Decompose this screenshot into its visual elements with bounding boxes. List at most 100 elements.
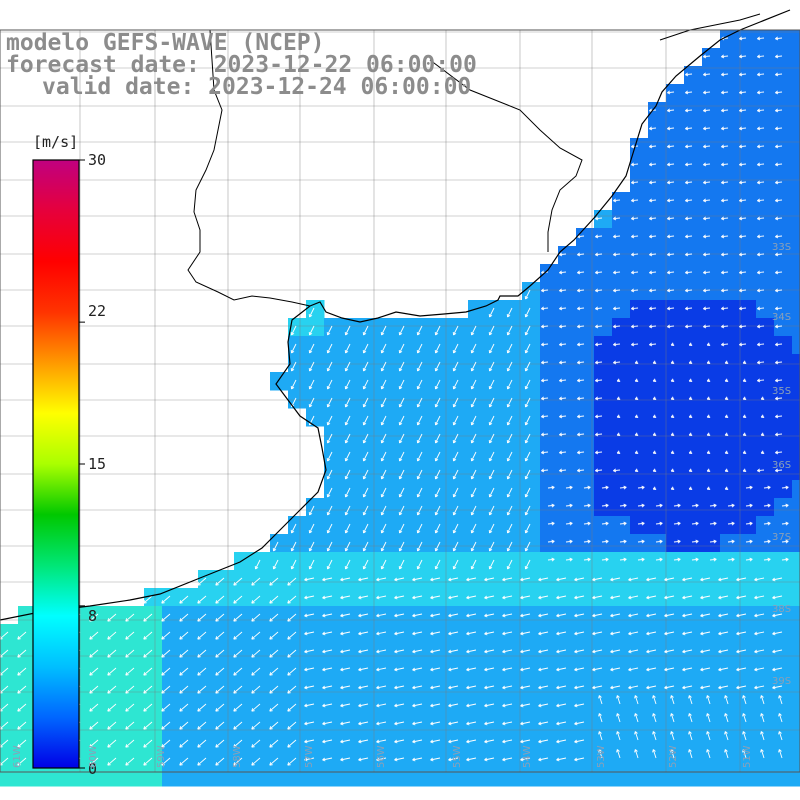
wind-arrow <box>706 749 711 759</box>
wind-arrow <box>304 757 315 762</box>
wind-cell <box>666 282 685 301</box>
wind-cell <box>612 660 631 679</box>
wind-cell <box>306 318 325 337</box>
wind-arrow <box>452 433 459 444</box>
wind-cell <box>792 768 800 787</box>
wind-cell <box>612 390 631 409</box>
wind-arrow <box>685 180 693 185</box>
wind-arrow <box>703 126 711 131</box>
wind-arrow <box>757 162 765 167</box>
wind-arrow <box>434 361 441 372</box>
wind-arrow <box>398 415 405 426</box>
wind-arrow <box>340 757 351 762</box>
wind-arrow <box>394 721 405 726</box>
wind-cell <box>702 552 721 571</box>
wind-cell <box>144 750 163 769</box>
wind-cell <box>774 462 793 481</box>
wind-arrow <box>179 757 189 766</box>
wind-arrow <box>616 695 621 705</box>
wind-cell <box>684 588 703 607</box>
wind-cell <box>450 588 469 607</box>
wind-cell <box>378 516 397 535</box>
wind-cell <box>756 156 775 175</box>
wind-arrow <box>502 721 513 726</box>
inland-border <box>429 59 583 252</box>
wind-arrow <box>269 613 279 622</box>
wind-arrow <box>416 361 423 372</box>
wind-arrow <box>488 433 495 444</box>
wind-cell <box>702 48 721 67</box>
wind-cell <box>738 498 757 517</box>
wind-cell <box>18 660 37 679</box>
wind-arrow <box>470 415 477 426</box>
wind-arrow <box>721 180 729 185</box>
wind-cell <box>702 696 721 715</box>
wind-cell <box>198 750 217 769</box>
wind-cell <box>576 246 595 265</box>
wind-arrow <box>520 649 531 654</box>
wind-arrow <box>326 487 333 498</box>
wind-cell <box>54 768 73 787</box>
wind-cell <box>576 498 595 517</box>
wind-cell <box>738 210 757 229</box>
wind-arrow <box>506 523 513 534</box>
wind-arrow <box>380 523 387 534</box>
wind-arrow <box>724 731 729 741</box>
wind-arrow <box>233 595 243 604</box>
wind-cell <box>252 570 271 589</box>
wind-cell <box>792 516 800 535</box>
wind-arrow <box>506 487 513 498</box>
wind-cell <box>414 624 433 643</box>
wind-cell <box>684 228 703 247</box>
wind-cell <box>576 426 595 445</box>
wind-cell <box>504 660 523 679</box>
wind-cell <box>270 750 289 769</box>
wind-cell <box>756 570 775 589</box>
wind-arrow <box>754 577 765 582</box>
wind-cell <box>468 660 487 679</box>
wind-arrow <box>739 270 747 275</box>
wind-arrow <box>470 505 477 516</box>
wind-arrow <box>739 234 747 239</box>
wind-arrow <box>757 468 765 473</box>
wind-cell <box>360 444 379 463</box>
wind-arrow <box>251 739 261 748</box>
wind-arrow <box>376 757 387 762</box>
wind-cell <box>738 462 757 481</box>
wind-cell <box>378 336 397 355</box>
wind-cell <box>558 588 577 607</box>
wind-arrow <box>287 757 297 766</box>
wind-cell <box>720 282 739 301</box>
wind-arrow <box>682 595 693 600</box>
wind-arrow <box>484 613 495 618</box>
wind-cell <box>756 498 775 517</box>
wind-arrow <box>619 485 627 490</box>
wind-cell <box>342 426 361 445</box>
wind-arrow <box>775 432 783 437</box>
wind-arrow <box>721 306 729 311</box>
wind-cell <box>558 498 577 517</box>
wind-arrow <box>739 306 747 311</box>
wind-arrow <box>628 631 639 636</box>
wind-arrow <box>709 521 717 526</box>
wind-arrow <box>595 450 603 455</box>
wind-cell <box>792 480 800 499</box>
wind-cell <box>684 552 703 571</box>
wind-cell <box>486 768 505 787</box>
wind-arrow <box>251 685 261 694</box>
wind-arrow <box>470 433 477 444</box>
wind-cell <box>684 138 703 157</box>
wind-arrow <box>376 631 387 636</box>
wind-arrow <box>412 613 423 618</box>
wind-cell <box>792 102 800 121</box>
wind-arrow <box>452 469 459 480</box>
wind-cell <box>324 462 343 481</box>
wind-arrow <box>251 703 261 712</box>
wind-arrow <box>380 541 387 552</box>
wind-cell <box>414 516 433 535</box>
wind-cell <box>666 516 685 535</box>
wind-cell <box>252 552 271 571</box>
wind-cell <box>666 624 685 643</box>
wind-arrow <box>757 36 765 41</box>
